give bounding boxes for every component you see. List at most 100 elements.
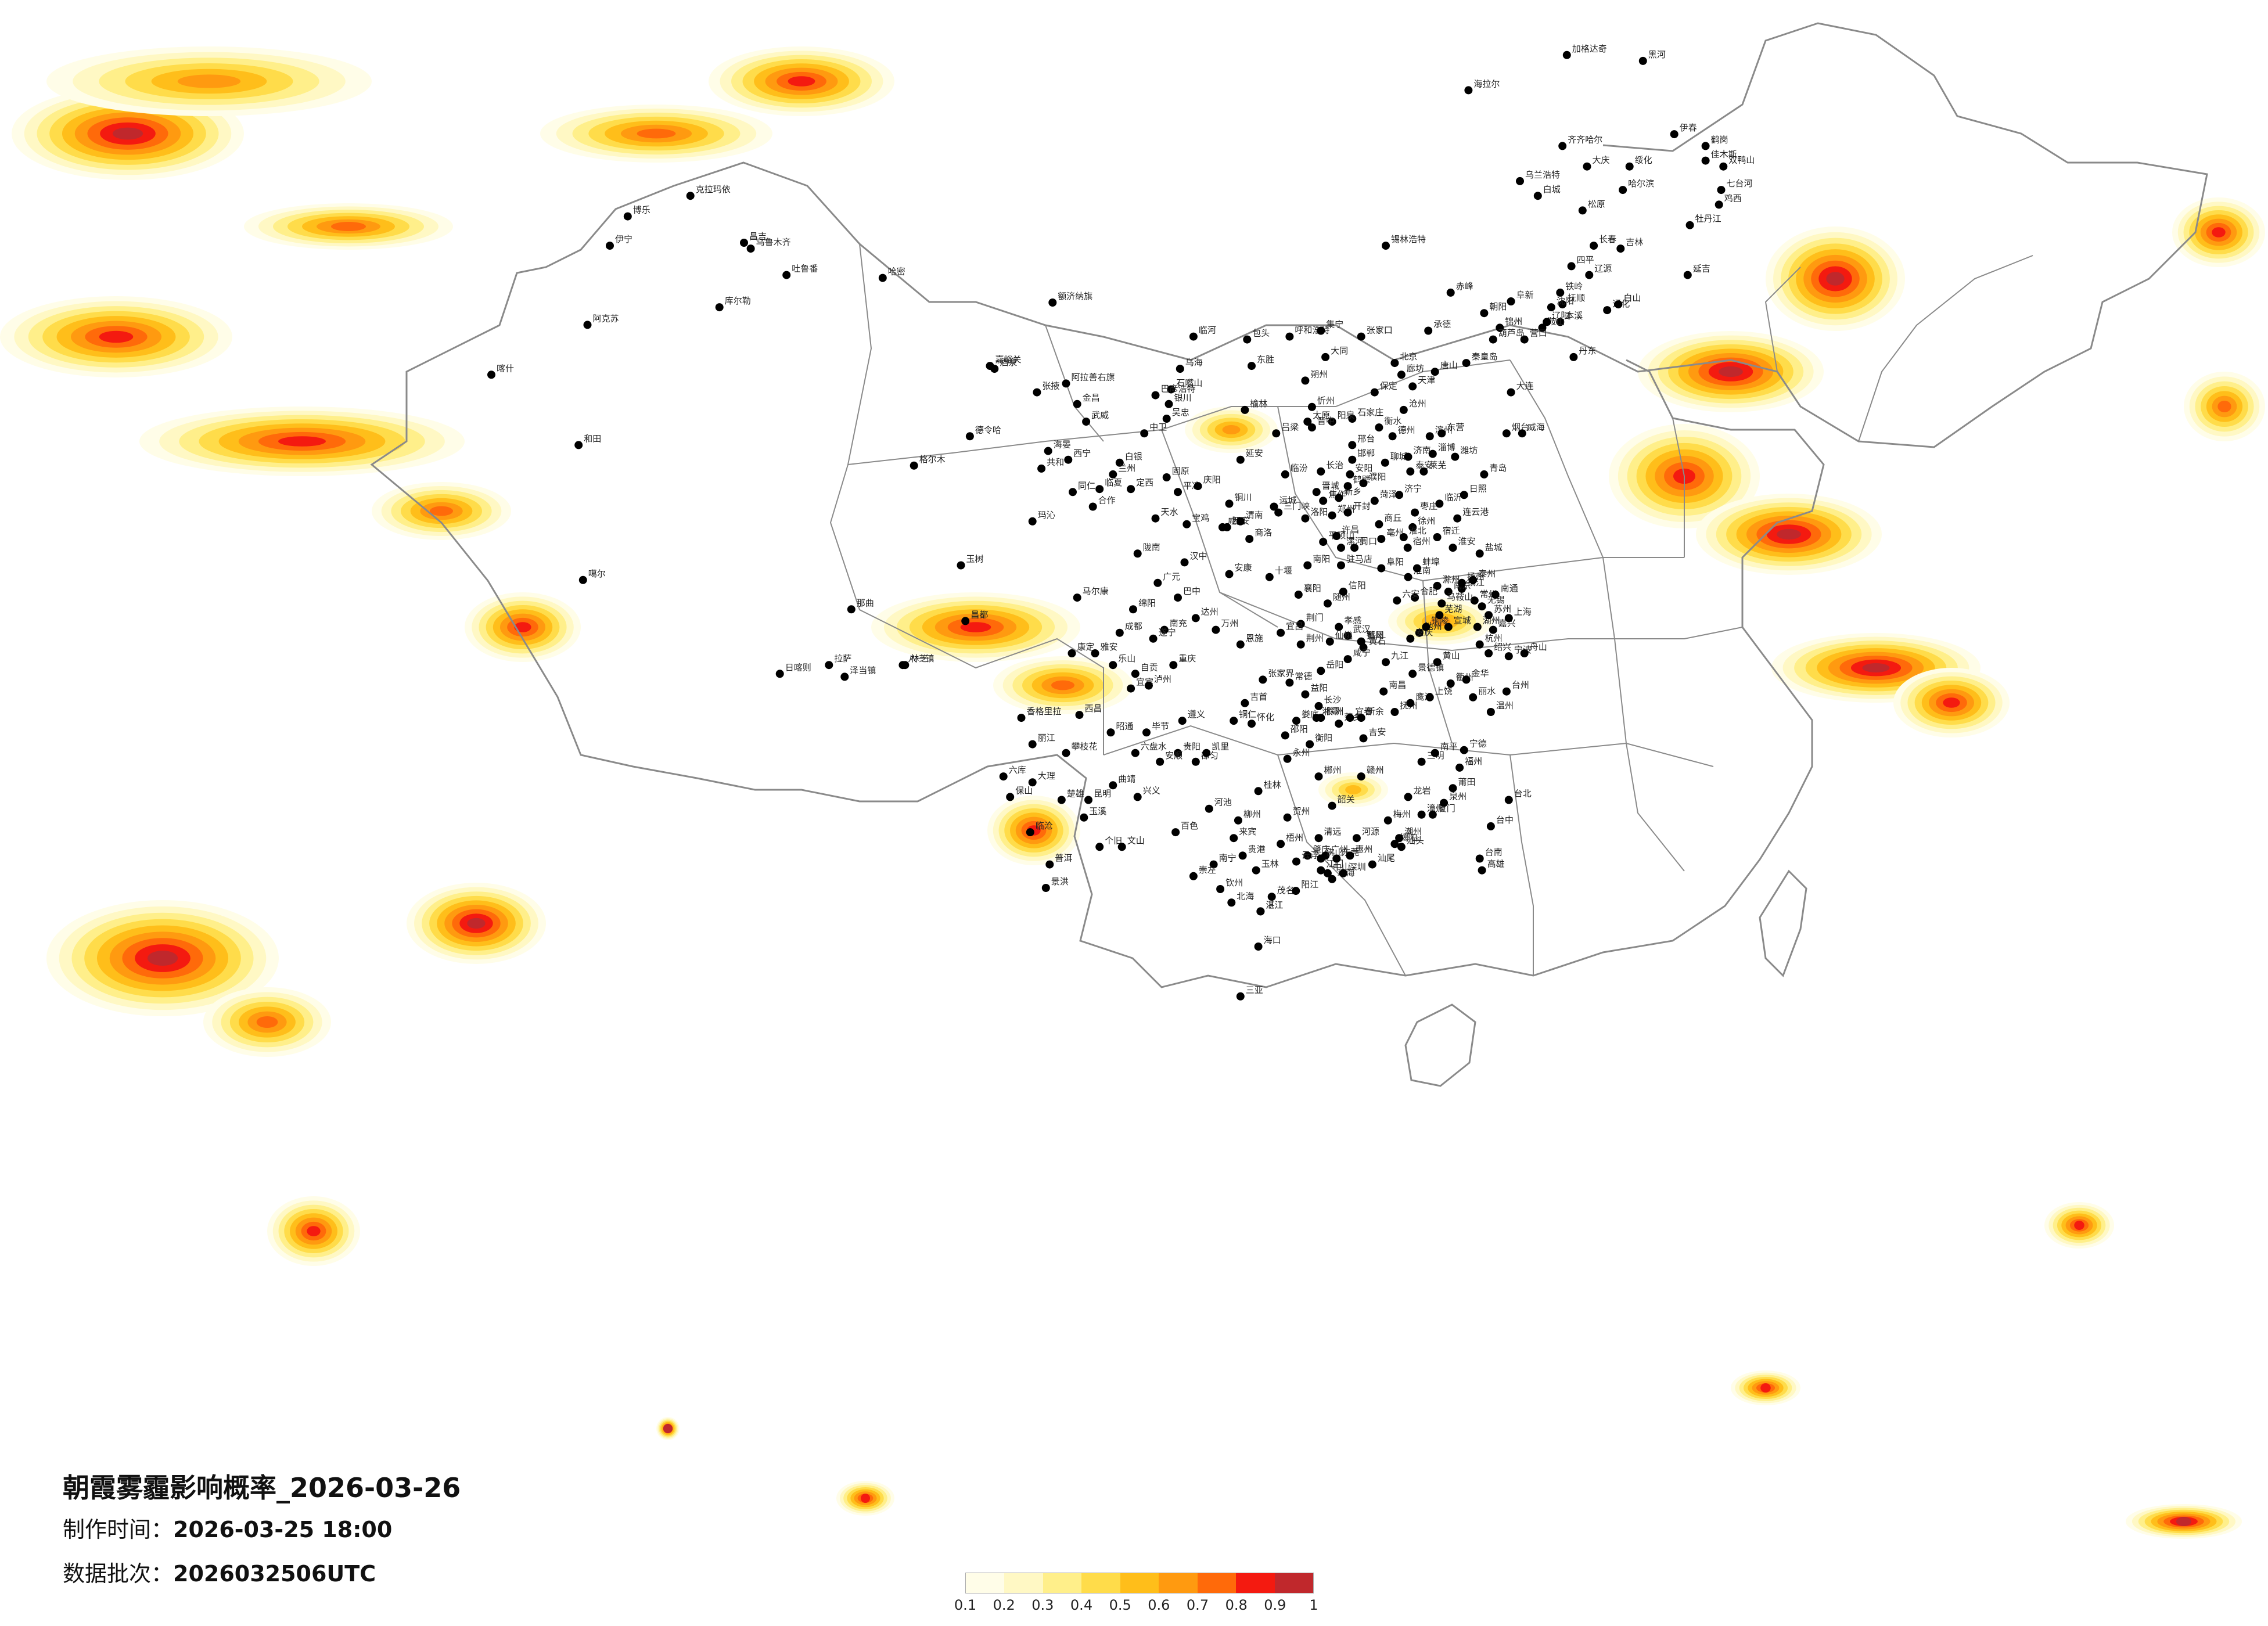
city-dot [1328,801,1336,810]
city-label: 玉树 [966,554,984,564]
city-label: 临沧 [1036,821,1053,831]
legend-tick: 0.2 [993,1597,1015,1613]
city-dot [1357,714,1365,722]
city-label: 开封 [1353,501,1371,512]
city-label: 榆林 [1250,398,1267,409]
city-dot [957,561,965,570]
city-label: 阳泉 [1338,410,1355,420]
city-dot [487,370,495,379]
city-dot [1451,452,1460,461]
city-dot [1236,992,1245,1001]
city-label: 合作 [1098,495,1116,506]
city-label: 延安 [1246,448,1263,459]
city-label: 曲靖 [1118,774,1135,784]
probability-cell [1051,680,1074,690]
city-label: 台中 [1496,815,1514,825]
city-dot [1189,872,1198,880]
city-label: 昌都 [971,609,988,620]
city-label: 德令哈 [975,425,1001,435]
city-dot [1496,323,1504,332]
production-time-label: 制作时间： [63,1517,174,1542]
city-dot [1216,885,1225,893]
city-label: 锦州 [1505,316,1522,326]
city-label: 葫芦岛 [1498,328,1525,339]
legend-swatch [1236,1573,1275,1593]
legend-swatch [1004,1573,1043,1593]
city-label: 邯郸 [1357,448,1375,459]
city-label: 恩施 [1246,633,1263,643]
city-dot [1395,491,1404,499]
city-dot [1167,385,1176,394]
city-dot [1562,51,1571,59]
city-label: 噶尔 [588,569,606,579]
city-label: 齐齐哈尔 [1568,134,1602,145]
city-dot [1486,708,1495,716]
city-label: 玉林 [1261,859,1279,869]
city-label: 云浮 [1302,850,1319,861]
city-label: 阿克苏 [593,313,619,323]
city-dot [1585,271,1594,279]
city-dot [1335,720,1343,728]
city-label: 徐州 [1418,516,1435,526]
city-label: 宿迁 [1443,526,1460,536]
city-dot [1045,860,1054,869]
city-label: 泉州 [1449,792,1467,802]
city-dot [1352,834,1361,843]
city-dot [1142,728,1151,737]
city-label: 鸡西 [1724,193,1742,203]
probability-cell [256,1016,278,1028]
city-dot [1153,578,1162,587]
city-dot [1160,625,1169,634]
city-dot [1307,402,1316,411]
city-label: 济宁 [1404,483,1422,494]
city-label: 辽源 [1594,264,1612,274]
city-label: 景洪 [1051,876,1069,887]
city-label: 集宁 [1326,319,1343,330]
city-dot [1603,306,1612,315]
city-label: 和田 [584,433,601,444]
city-label: 武汉 [1353,624,1371,635]
city-label: 定西 [1136,477,1153,488]
city-label: 嘉峪关 [995,354,1022,365]
probability-cell [2074,1221,2084,1230]
city-label: 黄冈 [1367,630,1384,641]
city-dot [1325,637,1334,646]
city-dot [910,461,918,470]
city-dot [574,441,583,449]
city-label: 衡水 [1384,416,1401,426]
city-label: 乌鲁木齐 [756,237,791,247]
city-label: 吉首 [1250,692,1267,702]
city-dot [1323,599,1332,608]
city-dot [1245,535,1254,544]
city-label: 运城 [1279,495,1297,506]
city-dot [1444,587,1453,596]
legend-swatch [1159,1573,1198,1593]
city-label: 滁州 [1443,574,1460,585]
city-label: 楚雄 [1067,789,1084,799]
city-label: 安阳 [1355,463,1372,473]
city-label: 保山 [1015,785,1033,796]
city-label: 九江 [1391,650,1408,661]
city-dot [1230,834,1238,843]
city-dot [1470,596,1479,605]
city-label: 伊宁 [615,234,632,244]
city-label: 巴中 [1183,586,1201,596]
city-dot [1382,658,1390,667]
city-label: 自贡 [1141,662,1158,672]
city-dot [1460,746,1468,754]
city-label: 万州 [1221,618,1238,629]
city-dot [1314,702,1323,710]
city-label: 大庆 [1593,155,1610,166]
city-dot [1180,558,1189,567]
city-dot [1397,370,1406,379]
city-dot [1337,544,1345,552]
city-label: 烟台 [1512,422,1529,432]
city-label: 长沙 [1324,695,1342,705]
city-dot [1212,625,1220,634]
city-label: 马鞍山 [1447,592,1473,602]
city-dot [1504,796,1513,804]
city-dot [999,772,1008,781]
city-label: 绥化 [1635,155,1652,166]
city-label: 博乐 [633,205,650,215]
